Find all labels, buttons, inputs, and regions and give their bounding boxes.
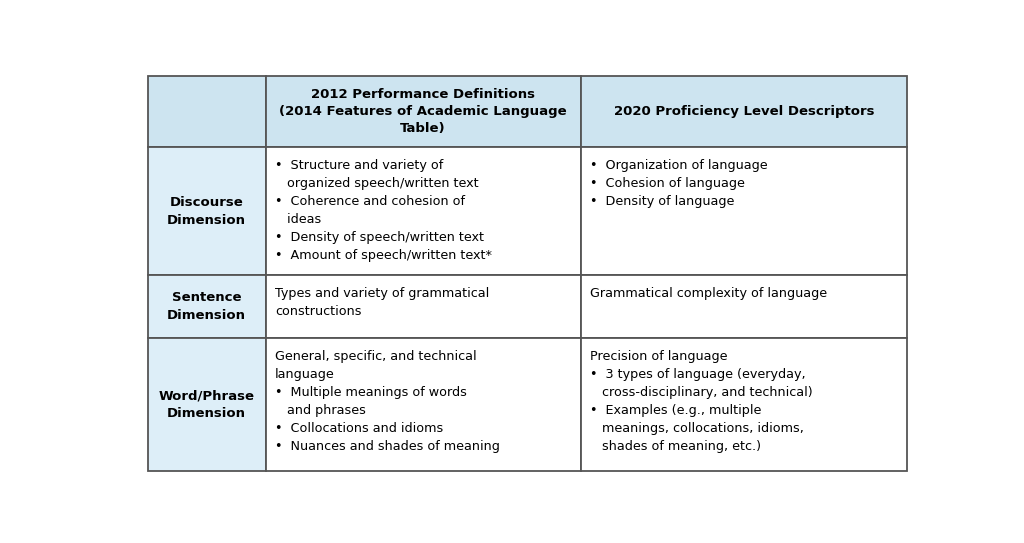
Bar <box>581 147 907 275</box>
Bar <box>265 75 581 147</box>
Text: Word/Phrase
Dimension: Word/Phrase Dimension <box>159 389 255 420</box>
Text: General, specific, and technical
language
•  Multiple meanings of words
   and p: General, specific, and technical languag… <box>275 350 500 453</box>
Text: Sentence
Dimension: Sentence Dimension <box>167 292 246 323</box>
Text: Precision of language
•  3 types of language (everyday,
   cross-disciplinary, a: Precision of language • 3 types of langu… <box>590 350 813 453</box>
Bar <box>147 275 265 338</box>
Bar <box>147 75 265 147</box>
Text: •  Structure and variety of
   organized speech/written text
•  Coherence and co: • Structure and variety of organized spe… <box>275 159 493 262</box>
Bar <box>147 338 265 471</box>
Text: Types and variety of grammatical
constructions: Types and variety of grammatical constru… <box>275 287 489 318</box>
Bar <box>265 147 581 275</box>
Bar <box>265 275 581 338</box>
Text: Discourse
Dimension: Discourse Dimension <box>167 196 246 227</box>
Text: 2012 Performance Definitions
(2014 Features of Academic Language
Table): 2012 Performance Definitions (2014 Featu… <box>280 88 567 135</box>
Bar <box>581 338 907 471</box>
Bar <box>581 275 907 338</box>
Text: 2020 Proficiency Level Descriptors: 2020 Proficiency Level Descriptors <box>613 105 874 118</box>
Bar <box>265 338 581 471</box>
Text: •  Organization of language
•  Cohesion of language
•  Density of language: • Organization of language • Cohesion of… <box>590 159 768 208</box>
Text: Grammatical complexity of language: Grammatical complexity of language <box>590 287 827 300</box>
Bar <box>581 75 907 147</box>
Bar <box>147 147 265 275</box>
